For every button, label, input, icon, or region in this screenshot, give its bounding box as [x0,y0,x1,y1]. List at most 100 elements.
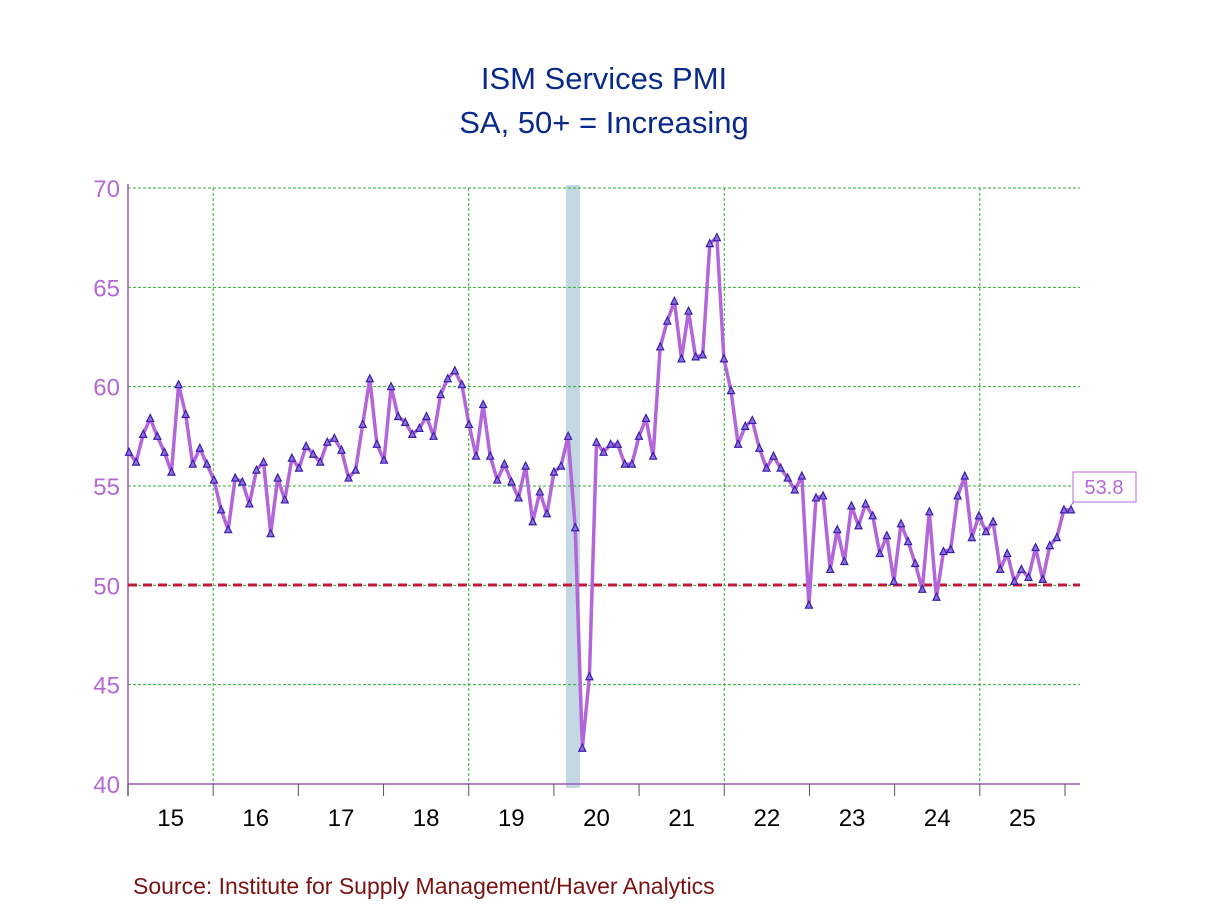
data-point [471,450,481,460]
data-point [393,411,403,421]
data-point [237,476,247,486]
x-tick-label: 22 [754,805,781,832]
data-point [492,474,502,484]
data-point [733,438,743,448]
data-point [761,462,771,472]
data-point [414,423,424,432]
data-point [712,232,722,242]
data-point [181,409,191,419]
data-point [875,548,885,558]
y-tick-label: 65 [93,275,120,302]
data-point [1024,572,1033,581]
data-point [464,419,474,429]
data-point [832,524,842,534]
data-point [457,379,467,389]
data-point [294,462,304,472]
data-point [691,351,701,361]
data-point [719,353,729,363]
data-point [556,460,566,470]
chart-subtitle: SA, 50+ = Increasing [459,105,749,140]
gridlines [128,187,1080,784]
y-tick-label: 70 [93,176,120,203]
data-point [436,389,446,399]
data-point [747,415,757,425]
data-point [641,413,651,423]
data-point [535,486,545,496]
data-point [627,458,637,468]
data-point [315,456,325,466]
y-tick-label: 50 [93,573,120,600]
data-point [542,508,552,518]
data-point [896,518,906,528]
data-point [931,591,941,601]
data-point [499,458,509,468]
data-point [939,546,948,556]
data-point [754,442,764,452]
data-point [981,526,991,536]
data-point [329,432,339,442]
data-point [868,510,878,520]
chart-title: ISM Services PMI [481,61,727,96]
data-point [521,460,531,470]
data-point [783,472,793,482]
data-point [1016,564,1026,574]
data-point [676,353,686,363]
data-point [634,430,644,440]
data-point [1052,532,1062,542]
data-point [1038,574,1048,583]
data-point [1059,504,1069,514]
data-point [407,429,417,438]
x-tick-label: 19 [498,805,525,832]
data-point [195,442,205,452]
data-point [1002,548,1012,558]
data-point [450,365,460,375]
data-point [577,742,587,752]
data-point [960,470,970,480]
x-tick-label: 18 [413,805,440,832]
data-point [386,381,396,391]
data-point [917,583,927,593]
data-point [287,452,297,462]
y-tick-label: 55 [93,474,120,501]
last-value-label: 53.8 [1085,477,1124,499]
data-point [655,341,665,351]
data-point [584,671,594,681]
data-point [301,440,311,450]
data-point [804,599,814,609]
data-point [443,373,453,383]
data-point [606,438,616,448]
data-point [861,498,871,508]
data-point [818,490,828,500]
data-point [379,454,389,464]
y-tick-label: 40 [93,772,120,799]
data-point [152,430,162,440]
data-point [202,458,212,468]
data-point [266,528,276,538]
series-markers [124,232,1076,752]
data-point [1045,540,1055,550]
data-point [613,438,623,448]
data-point [974,510,984,520]
data-point [308,448,318,458]
data-point [924,506,934,516]
data-point [422,411,431,421]
data-point [138,429,148,438]
data-point [570,522,580,532]
data-point [790,484,800,494]
data-point [946,544,956,554]
data-point [344,472,354,482]
data-point [1009,576,1019,585]
data-point [599,446,609,456]
data-point [273,472,283,482]
data-point [223,524,233,534]
data-point [145,413,155,423]
data-point [1066,504,1076,514]
y-tick-label: 45 [93,673,120,700]
data-point [910,558,920,568]
data-point [854,520,863,530]
data-point [846,500,856,510]
data-point [797,470,807,480]
data-point [131,456,141,466]
data-point [244,498,254,508]
